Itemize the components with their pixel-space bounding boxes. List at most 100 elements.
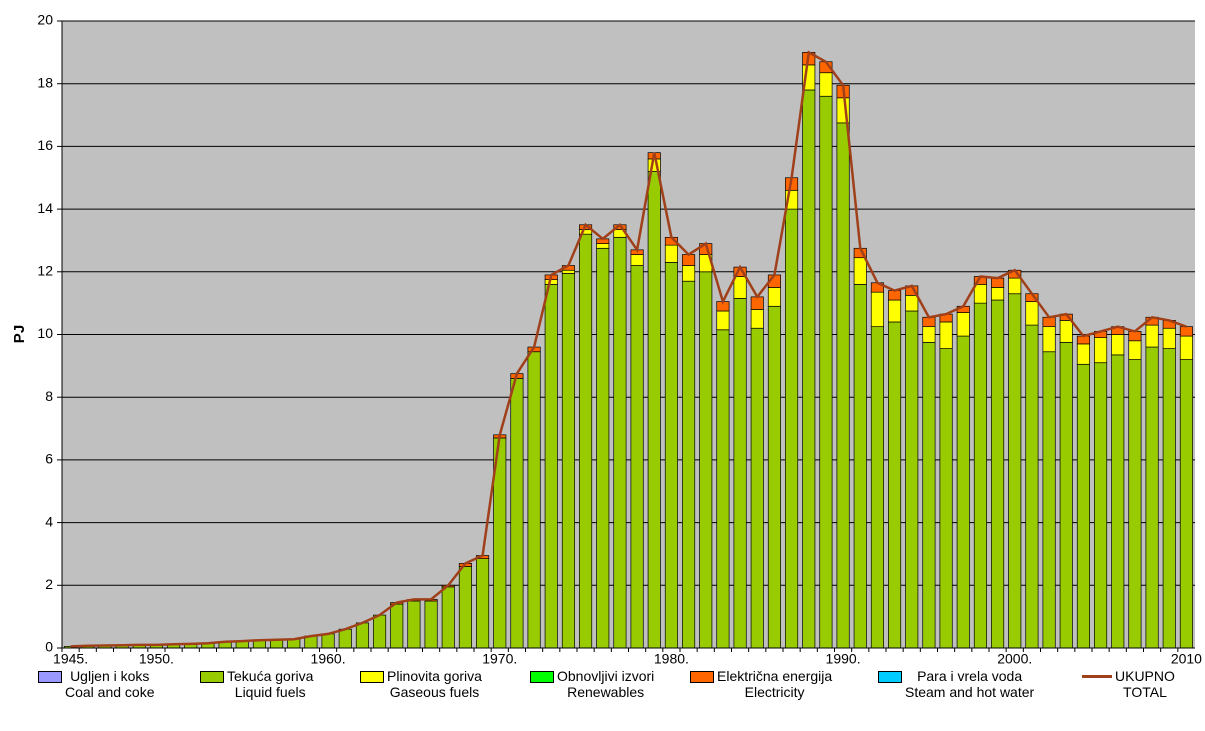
bar-segment [973,283,987,304]
bar-segment [939,321,953,349]
bar-segment [664,262,678,649]
bar-segment [956,312,970,337]
bar-segment [1179,335,1193,360]
bar-segment [750,327,764,649]
bar-segment [716,329,730,649]
legend-label: Obnovljivi izvori Renewables [557,668,655,700]
bar-segment [682,254,696,266]
bar-segment [424,600,438,649]
bar-segment [1094,362,1108,649]
y-tick-label: 14 [37,200,53,216]
y-tick-label: 10 [37,325,53,341]
bar-segment [991,299,1005,649]
bar-segment [1076,343,1090,365]
bar-segment [544,283,558,649]
bar-segment [1025,324,1039,649]
bar-segment [888,290,902,301]
bar-segment [561,273,575,649]
bar-segment [785,208,799,649]
legend-item: Plinovita goriva Gaseous fuels [360,668,482,700]
bar-segment [853,257,867,285]
y-tick-label: 18 [37,74,53,90]
bar-segment [973,302,987,649]
y-tick-label: 8 [45,388,53,404]
bar-segment [922,326,936,343]
bar-segment [682,265,696,282]
y-tick-label: 4 [45,513,53,529]
bar-segment [888,321,902,649]
bar-segment [1179,326,1193,337]
y-tick-label: 16 [37,137,53,153]
legend-label: Para i vrela voda Steam and hot water [905,668,1035,700]
legend-item: Ugljen i koks Coal and coke [38,668,155,700]
bar-segment [905,310,919,649]
x-tick-label: 1970. [482,651,517,667]
x-tick-label: 2010 [1171,651,1202,667]
bar-segment [1128,340,1142,360]
bar-segment [1128,331,1142,342]
bar-segment [905,294,919,312]
legend-label: UKUPNO TOTAL [1115,668,1175,700]
legend-swatch [878,671,902,683]
legend-item: Električna energija Electricity [690,668,832,700]
legend-item: Para i vrela voda Steam and hot water [878,668,1034,700]
bar-segment [373,614,387,649]
bar-segment [991,287,1005,301]
bar-segment [699,271,713,649]
bar-segment [716,310,730,331]
bar-segment [561,269,575,274]
bar-segment [767,305,781,649]
bar-segment [819,72,833,97]
total-line [70,50,1187,648]
bar-segment [613,236,627,649]
bar-segment [1025,301,1039,326]
legend-swatch [1082,675,1112,678]
legend-item: UKUPNO TOTAL [1082,668,1175,700]
bar-segment [390,603,404,649]
x-tick-label: 1980. [654,651,689,667]
bar-segment [1008,277,1022,295]
bar-segment [1162,348,1176,649]
bar-segment [321,633,335,649]
chart: PJ 0 2 4 6 8 10 12 14 16 18 20 1945. 1950. 1960. 1970.… [11,12,1202,667]
x-tick-label: 1950. [139,651,174,667]
bar-segment [664,244,678,263]
bar-segment [1145,324,1159,348]
bar-segment [441,586,455,649]
legend-label: Ugljen i koks Coal and coke [65,668,155,700]
legend-swatch [690,671,714,683]
bar-segment [1111,334,1125,356]
legend-swatch [200,671,224,683]
y-tick-label: 12 [37,263,53,279]
bar-segment [870,291,884,328]
bar-segment [888,299,902,323]
bar-segment [1059,320,1073,343]
legend-label: Tekuća goriva Liquid fuels [227,668,314,700]
legend-item: Tekuća goriva Liquid fuels [200,668,313,700]
legend-label: Električna energija Electricity [717,668,833,700]
y-tick-label: 2 [45,576,53,592]
bar-segment [1042,326,1056,353]
bar-segment [1042,316,1056,328]
bar-segment [630,254,644,266]
bar-segment [1059,341,1073,649]
bar-segment [682,280,696,649]
bar-segment [991,277,1005,288]
bar-segment [939,348,953,649]
bar-segment [596,243,610,249]
legend-swatch [360,671,384,683]
bar-segment [1128,359,1142,649]
y-tick-label: 6 [45,451,53,467]
bar-segment [510,378,524,649]
bar-segment [870,326,884,649]
bar-segment [458,566,472,649]
y-tick-label: 20 [37,12,53,28]
bar-segment [527,351,541,649]
bar-segment [630,265,644,649]
x-tick-label: 1945. [53,651,88,667]
legend: Ugljen i koks Coal and coke Tekuća goriva… [0,668,1205,731]
bar-segment [922,316,936,328]
x-tick-label: 1990. [826,651,861,667]
bar-segment [1145,346,1159,649]
bar-segment [579,233,593,649]
